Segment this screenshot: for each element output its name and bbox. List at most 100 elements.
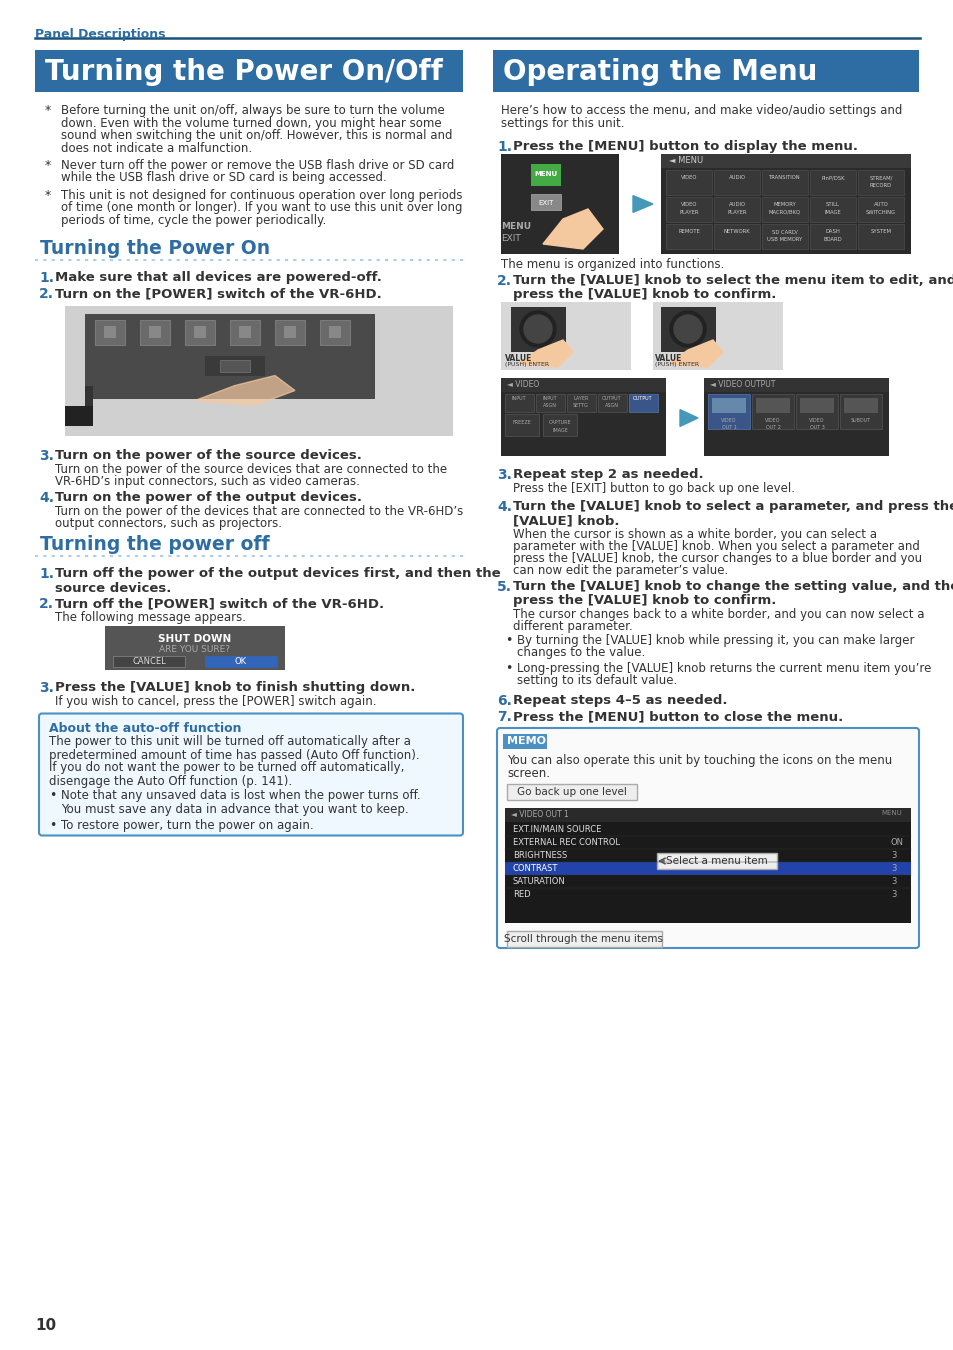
Text: 2.: 2. bbox=[39, 598, 54, 612]
Polygon shape bbox=[542, 209, 602, 248]
Bar bbox=[493, 50, 918, 92]
Text: •: • bbox=[49, 818, 56, 832]
Bar bbox=[660, 306, 716, 352]
Text: CAPTURE: CAPTURE bbox=[548, 420, 571, 425]
Text: Turn the [VALUE] knob to select the menu item to edit, and: Turn the [VALUE] knob to select the menu… bbox=[513, 274, 953, 288]
Bar bbox=[104, 325, 116, 338]
Text: MENU: MENU bbox=[534, 171, 557, 177]
Text: MENU: MENU bbox=[500, 221, 531, 231]
Text: Press the [VALUE] knob to finish shutting down.: Press the [VALUE] knob to finish shuttin… bbox=[55, 682, 415, 694]
Text: STREAM/: STREAM/ bbox=[868, 176, 892, 180]
Text: You must save any data in advance that you want to keep.: You must save any data in advance that y… bbox=[61, 802, 408, 815]
Text: ◄ VIDEO OUT 1: ◄ VIDEO OUT 1 bbox=[511, 810, 568, 819]
Bar bbox=[761, 197, 807, 221]
Bar bbox=[598, 394, 626, 412]
Text: OK: OK bbox=[234, 657, 247, 667]
Bar bbox=[857, 197, 903, 221]
Bar bbox=[795, 394, 837, 429]
Bar bbox=[857, 170, 903, 194]
Bar bbox=[713, 170, 760, 194]
Bar bbox=[230, 320, 260, 344]
Text: Select a menu item: Select a menu item bbox=[665, 856, 767, 865]
Bar bbox=[809, 197, 855, 221]
Text: By turning the [VALUE] knob while pressing it, you can make larger: By turning the [VALUE] knob while pressi… bbox=[517, 634, 914, 647]
Text: VIDEO: VIDEO bbox=[680, 202, 697, 207]
Text: VIDEO: VIDEO bbox=[680, 176, 697, 180]
Polygon shape bbox=[517, 340, 573, 367]
FancyBboxPatch shape bbox=[497, 728, 918, 948]
Text: settings for this unit.: settings for this unit. bbox=[500, 117, 624, 130]
Text: Turn on the power of the source devices.: Turn on the power of the source devices. bbox=[55, 450, 361, 463]
Text: The cursor changes back to a white border, and you can now select a: The cursor changes back to a white borde… bbox=[513, 608, 923, 621]
Text: 4.: 4. bbox=[497, 500, 512, 514]
Text: changes to the value.: changes to the value. bbox=[517, 647, 644, 659]
Text: Press the [EXIT] button to go back up one level.: Press the [EXIT] button to go back up on… bbox=[513, 482, 794, 495]
Text: 3: 3 bbox=[890, 878, 896, 886]
Text: Before turning the unit on/off, always be sure to turn the volume: Before turning the unit on/off, always b… bbox=[61, 104, 444, 117]
Bar bbox=[703, 378, 888, 456]
Text: 7.: 7. bbox=[497, 710, 512, 724]
Bar bbox=[809, 170, 855, 194]
Text: EXIT: EXIT bbox=[537, 200, 553, 207]
Text: EXT.IN/MAIN SOURCE: EXT.IN/MAIN SOURCE bbox=[513, 825, 600, 834]
Bar bbox=[504, 414, 538, 436]
Bar bbox=[35, 50, 462, 92]
Text: Turn on the [POWER] switch of the VR-6HD.: Turn on the [POWER] switch of the VR-6HD… bbox=[55, 288, 381, 301]
Text: Scroll through the menu items: Scroll through the menu items bbox=[504, 934, 662, 944]
Text: RECORD: RECORD bbox=[869, 184, 891, 188]
Text: Turn the [VALUE] knob to select a parameter, and press the: Turn the [VALUE] knob to select a parame… bbox=[513, 500, 953, 513]
Text: 1.: 1. bbox=[39, 271, 54, 285]
Bar bbox=[500, 154, 618, 254]
Text: TRANSITION: TRANSITION bbox=[768, 176, 800, 180]
Text: Never turn off the power or remove the USB flash drive or SD card: Never turn off the power or remove the U… bbox=[61, 159, 454, 171]
Text: press the [VALUE] knob, the cursor changes to a blue border and you: press the [VALUE] knob, the cursor chang… bbox=[513, 552, 922, 566]
Bar bbox=[140, 320, 170, 344]
Text: SUBOUT: SUBOUT bbox=[850, 418, 870, 423]
Text: Repeat steps 4–5 as needed.: Repeat steps 4–5 as needed. bbox=[513, 694, 727, 707]
Bar bbox=[713, 197, 760, 221]
Text: When the cursor is shown as a white border, you can select a: When the cursor is shown as a white bord… bbox=[513, 528, 876, 541]
Text: AUDIO: AUDIO bbox=[728, 176, 744, 180]
Text: Turn off the power of the output devices first, and then the: Turn off the power of the output devices… bbox=[55, 567, 500, 580]
Text: PLAYER: PLAYER bbox=[679, 211, 698, 215]
Text: ON: ON bbox=[890, 838, 903, 846]
Text: Turn off the [POWER] switch of the VR-6HD.: Turn off the [POWER] switch of the VR-6H… bbox=[55, 598, 384, 610]
Bar bbox=[85, 313, 375, 398]
Text: •: • bbox=[504, 662, 512, 675]
Text: About the auto-off function: About the auto-off function bbox=[49, 721, 241, 734]
Text: This unit is not designed for continuous operation over long periods: This unit is not designed for continuous… bbox=[61, 189, 462, 202]
Bar bbox=[652, 302, 782, 370]
Text: ◄ VIDEO OUTPUT: ◄ VIDEO OUTPUT bbox=[709, 379, 775, 389]
Text: If you wish to cancel, press the [POWER] switch again.: If you wish to cancel, press the [POWER]… bbox=[55, 695, 376, 709]
Circle shape bbox=[673, 315, 701, 343]
Bar bbox=[220, 359, 250, 371]
Text: setting to its default value.: setting to its default value. bbox=[517, 674, 677, 687]
Text: Repeat step 2 as needed.: Repeat step 2 as needed. bbox=[513, 468, 703, 481]
Bar bbox=[85, 386, 92, 420]
Text: of time (one month or longer). If you want to use this unit over long: of time (one month or longer). If you wa… bbox=[61, 201, 462, 215]
Text: Make sure that all devices are powered-off.: Make sure that all devices are powered-o… bbox=[55, 271, 381, 285]
Bar bbox=[500, 378, 665, 456]
Bar bbox=[711, 398, 745, 413]
Text: Turning the power off: Turning the power off bbox=[40, 536, 270, 555]
Text: down. Even with the volume turned down, you might hear some: down. Even with the volume turned down, … bbox=[61, 116, 441, 130]
Text: 3: 3 bbox=[890, 850, 896, 860]
Text: OUT 2: OUT 2 bbox=[764, 425, 780, 431]
Text: press the [VALUE] knob to confirm.: press the [VALUE] knob to confirm. bbox=[513, 594, 776, 608]
Text: The power to this unit will be turned off automatically after a: The power to this unit will be turned of… bbox=[49, 736, 411, 748]
Text: AUDIO: AUDIO bbox=[728, 202, 744, 207]
Bar bbox=[755, 398, 789, 413]
Bar bbox=[531, 194, 560, 211]
Bar bbox=[95, 320, 125, 344]
Text: 3: 3 bbox=[890, 864, 896, 873]
Bar bbox=[761, 224, 807, 248]
Bar bbox=[843, 398, 877, 413]
Text: MEMO: MEMO bbox=[506, 736, 545, 747]
Bar bbox=[703, 378, 888, 392]
Text: CANCEL: CANCEL bbox=[132, 657, 166, 667]
Text: Panel Descriptions: Panel Descriptions bbox=[35, 28, 165, 40]
Text: screen.: screen. bbox=[506, 767, 550, 780]
Text: USB MEMORY: USB MEMORY bbox=[766, 238, 801, 242]
Text: disengage the Auto Off function (p. 141).: disengage the Auto Off function (p. 141)… bbox=[49, 775, 292, 787]
Text: 5.: 5. bbox=[497, 580, 512, 594]
